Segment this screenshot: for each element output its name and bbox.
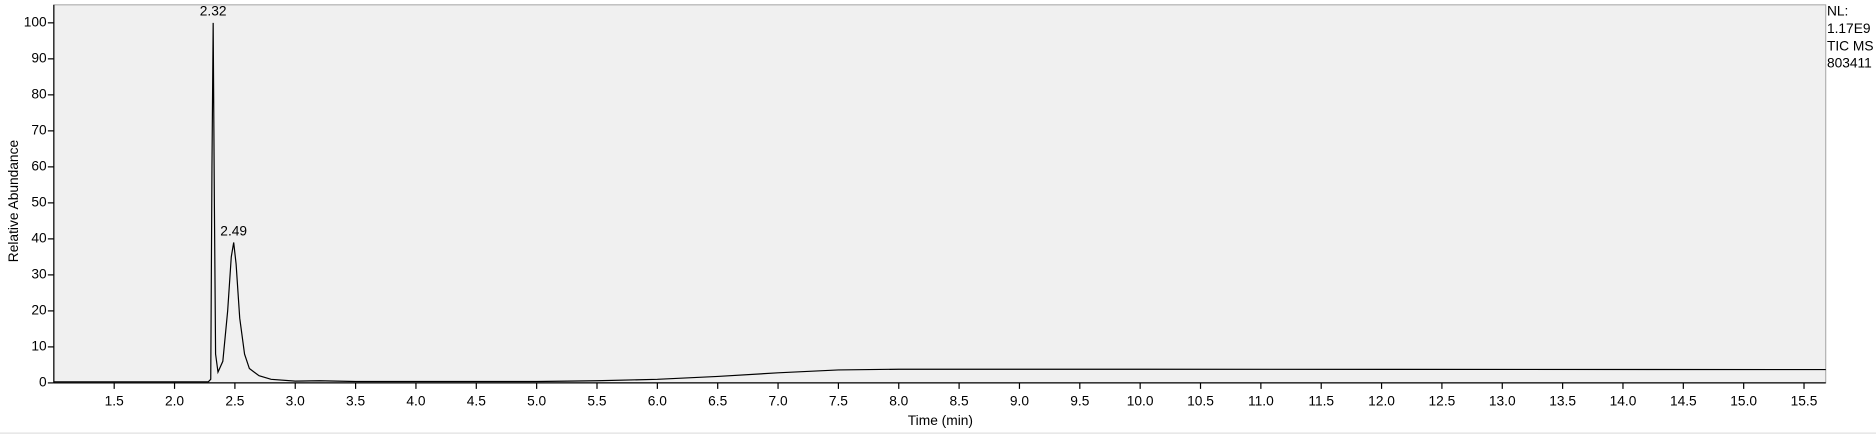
x-tick-label: 15.0 [1730,394,1757,409]
peak-label: 2.32 [200,4,227,19]
info-text: NL: [1827,4,1848,19]
info-text: 803411 [1827,56,1872,71]
y-tick-label: 90 [31,50,47,65]
x-tick-label: 9.5 [1070,394,1089,409]
y-tick-label: 50 [31,195,47,210]
x-axis-label: Time (min) [908,413,973,428]
x-tick-label: 6.0 [648,394,667,409]
x-tick-label: 15.5 [1791,394,1818,409]
x-tick-label: 1.5 [105,394,124,409]
y-tick-label: 80 [31,86,47,101]
y-tick-label: 20 [31,303,47,318]
y-tick-label: 100 [24,14,47,29]
trace-line [53,22,1826,383]
x-tick-label: 11.5 [1308,394,1334,409]
x-tick-label: 10.0 [1127,394,1154,409]
x-tick-label: 3.0 [286,394,305,409]
x-tick-label: 8.0 [889,394,908,409]
x-tick-label: 4.0 [406,394,425,409]
x-tick-label: 14.5 [1670,394,1697,409]
y-tick-label: 70 [31,122,47,137]
y-tick-label: 0 [39,375,47,390]
y-tick-label: 30 [31,267,47,282]
x-tick-label: 14.0 [1610,394,1637,409]
x-tick-label: 5.0 [527,394,546,409]
x-tick-label: 13.5 [1549,394,1576,409]
peak-label: 2.49 [220,223,247,238]
x-tick-label: 2.5 [225,394,244,409]
x-tick-label: 5.5 [587,394,606,409]
x-tick-label: 2.0 [165,394,184,409]
info-text: TIC MS [1827,38,1874,53]
x-tick-label: 12.5 [1429,394,1456,409]
x-tick-label: 7.0 [768,394,787,409]
x-tick-label: 8.5 [950,394,969,409]
y-tick-label: 10 [31,339,47,354]
x-tick-label: 12.0 [1368,394,1395,409]
plot-area [53,4,1827,384]
x-tick-label: 13.0 [1489,394,1516,409]
x-tick-label: 4.5 [467,394,486,409]
x-tick-label: 11.0 [1248,394,1274,409]
y-axis-label: Relative Abundance [6,140,21,263]
y-tick-label: 40 [31,231,47,246]
x-tick-label: 7.5 [829,394,848,409]
x-tick-label: 10.5 [1187,394,1214,409]
x-tick-label: 9.0 [1010,394,1029,409]
info-text: 1.17E9 [1827,21,1871,36]
x-tick-label: 6.5 [708,394,727,409]
x-tick-label: 3.5 [346,394,365,409]
y-tick-label: 60 [31,158,47,173]
